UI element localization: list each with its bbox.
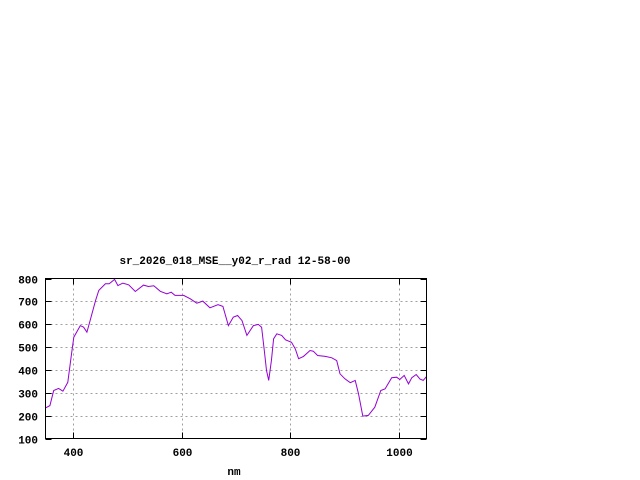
x-tick-label: 600 <box>173 448 193 460</box>
plot-border <box>45 278 427 439</box>
series-line <box>45 278 427 417</box>
grid <box>45 278 427 439</box>
y-tick-label: 800 <box>18 276 38 288</box>
y-tick-label: 100 <box>18 436 38 448</box>
y-tick-label: 600 <box>18 321 38 333</box>
y-tick-label: 200 <box>18 413 38 425</box>
y-tick-label: 700 <box>18 298 38 310</box>
x-tick-label: 400 <box>64 448 84 460</box>
ticks: 100 200 300 400 500 600 700 800 400 600 800 1000 <box>18 276 427 460</box>
y-tick-label: 400 <box>18 367 38 379</box>
x-tick-label: 1000 <box>386 448 412 460</box>
x-tick-label: 800 <box>281 448 301 460</box>
x-axis-label: nm <box>227 467 241 479</box>
y-tick-label: 500 <box>18 344 38 356</box>
chart-title: sr_2026_018_MSE__y02_r_rad 12-58-00 <box>119 256 350 268</box>
y-tick-label: 300 <box>18 390 38 402</box>
